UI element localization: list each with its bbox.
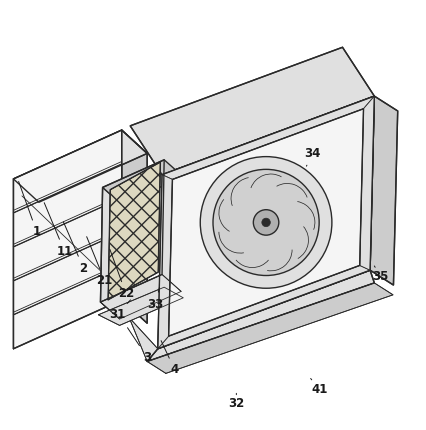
Polygon shape	[147, 270, 374, 362]
Polygon shape	[122, 130, 147, 323]
Polygon shape	[169, 109, 363, 336]
Polygon shape	[103, 160, 183, 204]
Polygon shape	[101, 187, 122, 319]
Text: 41: 41	[311, 378, 327, 396]
Polygon shape	[98, 287, 183, 326]
Text: 35: 35	[372, 266, 389, 283]
Text: 32: 32	[228, 393, 245, 411]
Text: 34: 34	[305, 147, 321, 166]
Polygon shape	[147, 283, 393, 373]
Text: 31: 31	[109, 300, 130, 321]
Circle shape	[200, 157, 332, 288]
Text: 11: 11	[44, 203, 72, 258]
Text: 4: 4	[161, 341, 179, 377]
Polygon shape	[14, 130, 147, 202]
Polygon shape	[158, 96, 374, 349]
Text: 2: 2	[63, 222, 88, 275]
Text: 33: 33	[147, 288, 164, 310]
Polygon shape	[158, 265, 370, 349]
Polygon shape	[360, 96, 374, 270]
Polygon shape	[370, 96, 398, 285]
Polygon shape	[14, 130, 122, 349]
Circle shape	[253, 210, 279, 235]
Text: 1: 1	[19, 181, 41, 239]
Circle shape	[213, 169, 319, 276]
Circle shape	[262, 218, 271, 227]
Polygon shape	[130, 47, 374, 175]
Polygon shape	[162, 96, 374, 179]
Polygon shape	[129, 317, 158, 362]
Polygon shape	[158, 175, 173, 349]
Text: 22: 22	[110, 249, 134, 300]
Polygon shape	[108, 162, 160, 300]
Text: 21: 21	[86, 237, 113, 287]
Polygon shape	[101, 274, 181, 319]
Text: 3: 3	[127, 328, 151, 364]
